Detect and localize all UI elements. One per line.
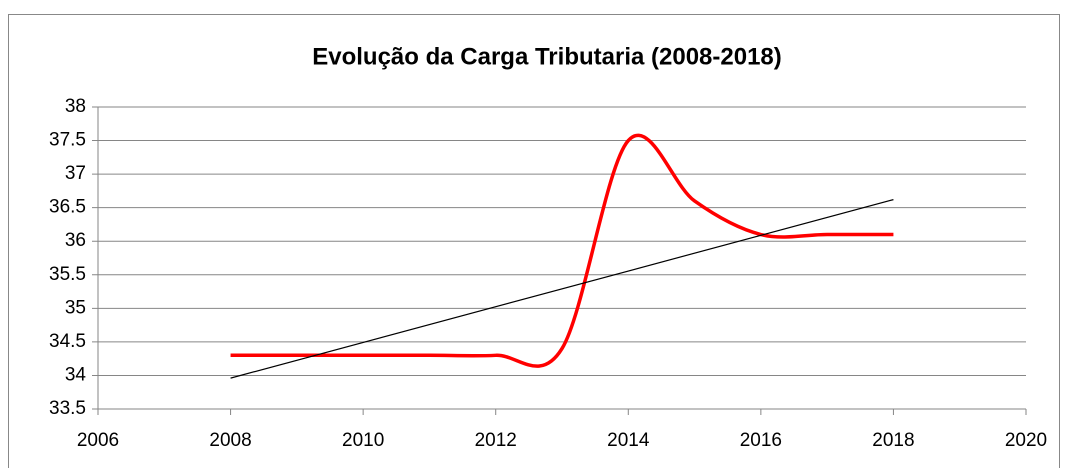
y-tick-label: 36	[65, 230, 86, 251]
y-tick-label: 34.5	[49, 331, 86, 352]
y-tick-label: 37	[65, 163, 86, 184]
x-tick-label: 2008	[209, 430, 251, 451]
y-tick-label: 38	[65, 96, 86, 117]
y-tick-label: 36.5	[49, 197, 86, 218]
y-tick-label: 34	[65, 364, 87, 385]
trend-line	[230, 199, 894, 379]
y-tick-label: 35.5	[49, 264, 86, 285]
x-tick-label: 2010	[342, 430, 384, 451]
chart-title: Evolução da Carga Tributaria (2008-2018)	[312, 43, 782, 70]
y-tick-label: 33.5	[49, 398, 86, 419]
x-tick-label: 2012	[475, 430, 517, 451]
data-line	[230, 133, 894, 368]
x-tick-label: 2016	[740, 430, 782, 451]
x-tick-label: 2014	[607, 430, 650, 451]
x-tick-label: 2020	[1005, 430, 1047, 451]
x-tick-label: 2006	[77, 430, 119, 451]
y-tick-label: 35	[65, 297, 86, 318]
x-tick-label: 2018	[872, 430, 914, 451]
y-tick-label: 37.5	[49, 130, 86, 151]
chart-border	[8, 14, 1060, 473]
